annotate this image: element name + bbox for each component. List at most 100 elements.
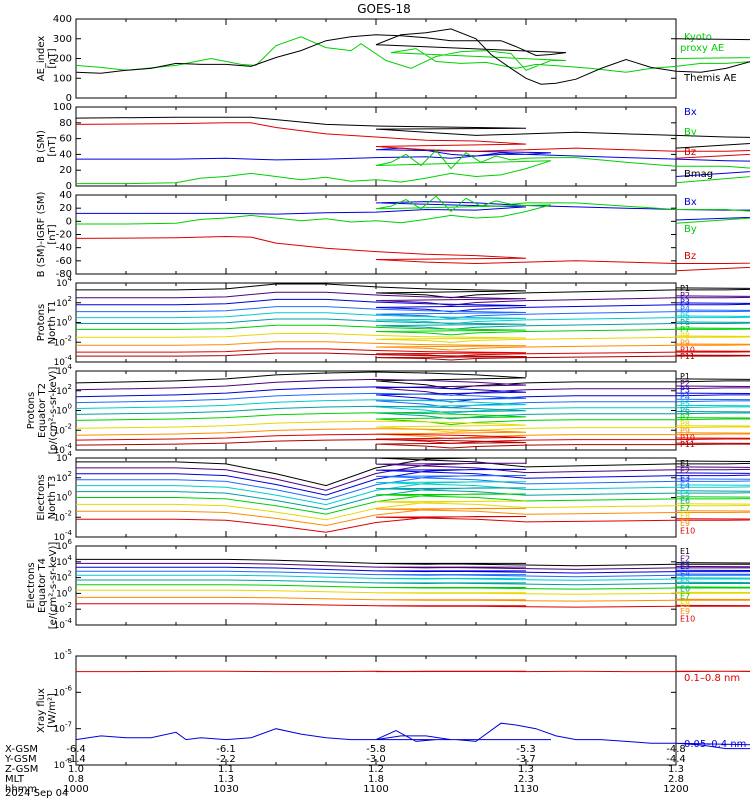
series-line-kyoto-proxy-ae (75, 36, 750, 73)
legend-p5: P5 (680, 311, 690, 320)
series-line-bz (75, 122, 750, 159)
y-tick-label: 20 (59, 165, 72, 176)
footer-value: -5.3 (516, 744, 536, 755)
legend-e7: E7 (680, 592, 690, 601)
series-line-themis-ae (75, 28, 750, 85)
y-axis-label: ProtonsEquator T2[p/(cm²-s-sr-keV)] (26, 367, 59, 455)
legend-e5: E5 (680, 489, 690, 498)
y-tick-label: 300 (53, 34, 72, 45)
legend-e9: E9 (680, 519, 690, 528)
legend-p1: P1 (680, 372, 690, 381)
series-line-e3 (76, 468, 750, 496)
footer-value: 1.3 (668, 764, 684, 775)
legend-by: By (684, 127, 697, 138)
legend-p3: P3 (680, 386, 690, 395)
footer-value: -3.0 (366, 754, 386, 765)
y-axis-label: ProtonsNorth T1 (36, 301, 58, 345)
footer-value: -4.4 (666, 754, 686, 765)
footer-value: -1.4 (66, 754, 86, 765)
legend-p4: P4 (680, 392, 690, 401)
y-axis-label: B (SM)-IGRF (SM)[nT] (36, 192, 58, 278)
series-line-p10 (76, 348, 750, 358)
y-tick-label: 100 (56, 490, 72, 504)
legend-p2: P2 (680, 291, 690, 300)
y-tick-label: -80 (56, 269, 72, 280)
footer-row-label: X-GSM (5, 744, 38, 755)
footer-value: 1000 (63, 784, 88, 795)
footer-value: 1.0 (68, 764, 84, 775)
legend-p8: P8 (680, 332, 690, 341)
footer-row-label: MLT (5, 774, 25, 785)
series-line-e5 (76, 574, 750, 581)
y-tick-label: 100 (53, 73, 72, 84)
y-tick-label: 20 (59, 203, 72, 214)
series-line-e6 (76, 579, 750, 586)
footer-row-label: Y-GSM (4, 754, 37, 765)
series-line-p1 (75, 371, 750, 390)
legend-by: By (684, 224, 697, 235)
series-line-p5 (75, 399, 750, 414)
panel-ae: 0 100 200 300 400 AE_index[nT] (36, 14, 750, 104)
panel-frame (75, 370, 677, 451)
legend-p9: P9 (680, 339, 690, 348)
series-line-e8 (76, 500, 750, 521)
y-tick-label: 100 (56, 315, 72, 329)
footer-value: 1.1 (218, 764, 234, 775)
legend-e6: E6 (680, 585, 690, 594)
plot-title: GOES-18 (357, 2, 411, 16)
y-axis-label: B (SM)[nT] (36, 130, 58, 163)
series-line-p5 (76, 312, 750, 325)
series-line-e10 (76, 516, 750, 533)
footer-value: -4.8 (666, 744, 686, 755)
series-line-p7 (76, 324, 750, 336)
legend-bz: Bz (684, 147, 696, 158)
series-line-e7 (76, 584, 750, 590)
series-line-bx (76, 201, 750, 221)
y-tick-label: 40 (59, 190, 72, 201)
footer-value: 1130 (513, 784, 538, 795)
legend-p7: P7 (680, 413, 690, 422)
series-line-p10 (75, 433, 750, 444)
legend-e3: E3 (680, 562, 690, 571)
legend-themis: Themis AE (683, 73, 737, 84)
y-tick-label: 80 (59, 118, 72, 129)
y-tick-label: 400 (53, 14, 72, 25)
legend-e7: E7 (680, 504, 690, 513)
footer-value: -3.7 (516, 754, 536, 765)
legend-p11: P11 (680, 440, 695, 449)
y-tick-label: 10-5 (54, 648, 72, 662)
series-line-p2 (75, 378, 750, 396)
legend-bx: Bx (684, 107, 697, 118)
footer-value: 1.2 (368, 764, 384, 775)
y-axis-label: Xray flux[W/m²] (36, 688, 58, 733)
legend-e3: E3 (680, 474, 690, 483)
series-line-p6 (76, 318, 750, 330)
legend-p4: P4 (680, 304, 690, 313)
y-tick-label: 0 (66, 93, 72, 104)
legend-p2: P2 (680, 379, 690, 388)
y-tick-label: 102 (56, 470, 72, 484)
footer-value: -6.4 (66, 744, 86, 755)
series-line-e1 (76, 457, 750, 487)
legend-e8: E8 (680, 600, 690, 609)
y-tick-label: 0 (66, 181, 72, 192)
legend-e10: E10 (680, 527, 695, 536)
series-line-e5 (76, 481, 750, 506)
footer-value: 2.8 (668, 774, 684, 785)
y-tick-label: -60 (56, 256, 72, 267)
legend-p1: P1 (680, 284, 690, 293)
series-line-p6 (75, 405, 750, 420)
legend-e1: E1 (680, 459, 690, 468)
series-line-p1 (76, 283, 750, 299)
legend-e9: E9 (680, 607, 690, 616)
legend-e5: E5 (680, 577, 690, 586)
legend-kyoto-line1: Kyoto (684, 32, 712, 43)
series-line-p3 (76, 298, 750, 313)
footer-value: -2.2 (216, 754, 236, 765)
series-line-p4 (76, 306, 750, 319)
